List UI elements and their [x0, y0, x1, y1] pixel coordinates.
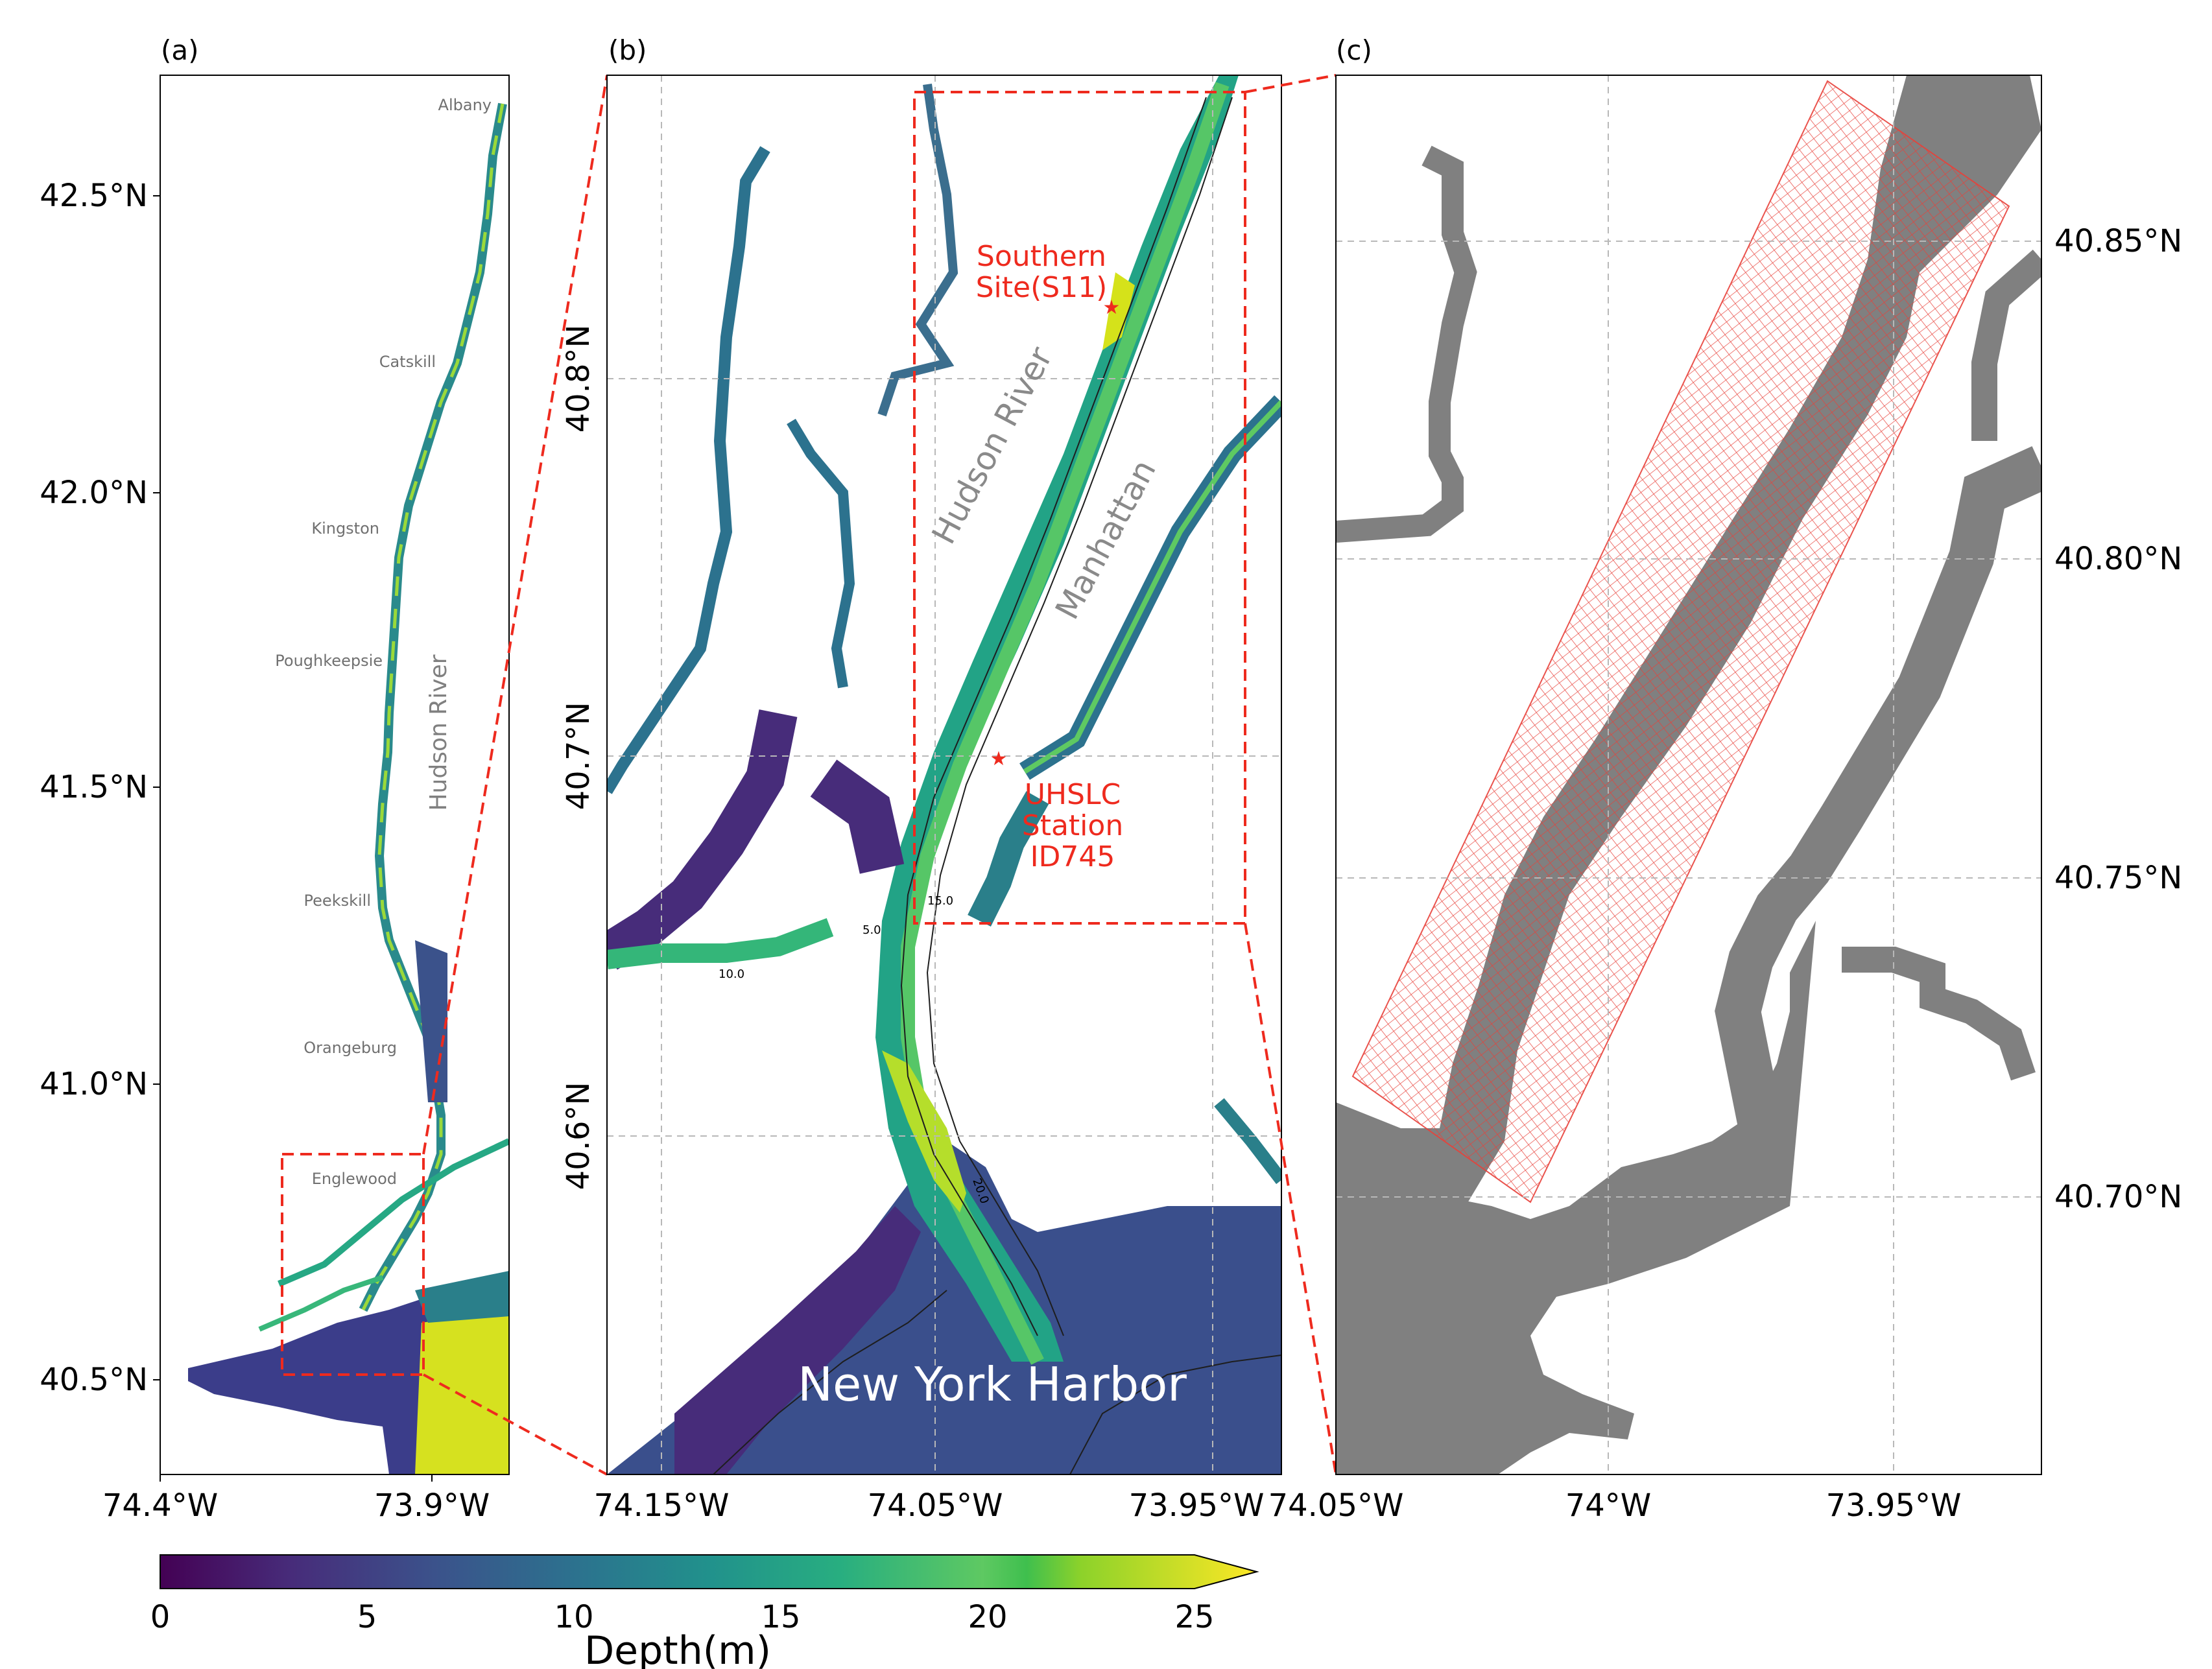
panel-a-label: (a) [161, 34, 199, 66]
y-tick-label: 40.6°N [560, 1082, 597, 1190]
colorbar-tick-label: 10 [554, 1599, 593, 1635]
panel-b: (b) [560, 34, 1282, 1524]
panel-b-frame [606, 75, 1282, 1475]
y-tick-label: 42.0°N [40, 475, 148, 511]
harbor-label: New York Harbor [798, 1357, 1187, 1412]
colorbar-tick-label: 25 [1174, 1599, 1214, 1635]
panel-c-frame [1335, 75, 2042, 1475]
colorbar-bar [160, 1554, 1259, 1589]
x-tick-label: 73.95°W [1826, 1487, 1962, 1524]
panel-c-grid [1336, 75, 2041, 1474]
contour-line [713, 1290, 947, 1474]
x-tick-label: 74.4°W [102, 1487, 218, 1524]
y-tick-label: 41.5°N [40, 769, 148, 805]
panel-a-map [160, 75, 509, 1474]
harbor-mask [1336, 921, 1816, 1474]
x-tick-label: 73.95°W [1129, 1487, 1265, 1524]
panel-c-map [1336, 75, 2041, 1474]
y-tick-label: 41.0°N [40, 1066, 148, 1102]
y-tick-label: 40.85°N [2054, 223, 2182, 259]
southern-site-label-line1: Southern [977, 240, 1106, 273]
southern-site-marker: ★ [1103, 296, 1121, 319]
left-river-mask [1336, 145, 1477, 543]
panel-b-map [607, 75, 1281, 1474]
uhslc-label-line2: Station [1022, 809, 1123, 842]
panel-c: (c) 40.85°N [1268, 34, 2183, 1524]
city-label: Poughkeepsie [275, 652, 383, 670]
panel-a-frame [160, 75, 510, 1475]
colorbar-tick-label: 20 [968, 1599, 1007, 1635]
ocean-shallow-fill [415, 1310, 509, 1474]
bronx-kill-mask [1842, 947, 2036, 1081]
x-tick-label: 74.05°W [1268, 1487, 1404, 1524]
zoom-box-b [913, 91, 1246, 925]
y-tick-label: 40.70°N [2054, 1179, 2182, 1215]
zoom-connector [422, 75, 608, 1155]
river-label: Hudson River [425, 654, 452, 811]
uhslc-station-marker: ★ [990, 748, 1008, 770]
contour-line [900, 97, 1207, 1336]
x-tick-label: 74.15°W [594, 1487, 730, 1524]
zoom-connector [423, 1373, 608, 1476]
zoom-connector [1244, 923, 1337, 1475]
city-label: Englewood [312, 1170, 397, 1188]
colorbar-label: Depth(m) [584, 1628, 771, 1669]
city-label: Catskill [379, 353, 436, 371]
contour-label: 10.0 [719, 967, 744, 981]
zoom-connector [1244, 74, 1337, 93]
x-tick-label: 74°W [1565, 1487, 1652, 1524]
y-tick-label: 40.80°N [2054, 541, 2182, 577]
y-tick-label: 40.75°N [2054, 860, 2182, 896]
contour-line [926, 97, 1233, 1336]
y-tick-label: 40.5°N [40, 1362, 148, 1398]
panel-b-label: (b) [608, 34, 647, 66]
model-grid-mesh [1351, 80, 2010, 1203]
colorbar-tick-label: 5 [357, 1599, 377, 1635]
newark-bay [607, 709, 798, 970]
contour-line [1069, 1355, 1281, 1474]
uhslc-label-line1: UHSLC [1025, 778, 1121, 811]
hackensack-river [607, 146, 770, 794]
colorbar-tick-label: 0 [150, 1599, 171, 1635]
y-tick-label: 40.7°N [560, 702, 597, 811]
y-tick-label: 40.8°N [560, 325, 597, 433]
contour-label: 15.0 [927, 894, 953, 908]
city-label: Peekskill [304, 892, 371, 910]
city-label: Albany [438, 96, 492, 114]
panel-a: (a) Albany Catskill Kingston Poughkeepsi… [40, 34, 510, 1524]
uhslc-label-line3: ID745 [1030, 840, 1115, 873]
kill-van-kull [607, 917, 834, 969]
southern-site-label-line2: Site(S11) [976, 271, 1108, 304]
harlem-river-mask [1715, 446, 2041, 1146]
colorbar: 0 5 10 15 20 25 Depth(m) [150, 1554, 1259, 1669]
panel-c-label: (c) [1336, 34, 1372, 66]
x-tick-label: 74.05°W [868, 1487, 1003, 1524]
colorbar-tick-label: 15 [761, 1599, 800, 1635]
x-tick-label: 73.9°W [374, 1487, 490, 1524]
contour-label: 5.0 [862, 923, 881, 937]
panel-a-ticks [153, 195, 433, 1482]
city-label: Kingston [311, 519, 379, 538]
city-label: Orangeburg [303, 1039, 397, 1057]
panel-b-grid [607, 75, 1281, 1474]
y-tick-label: 42.5°N [40, 178, 148, 214]
